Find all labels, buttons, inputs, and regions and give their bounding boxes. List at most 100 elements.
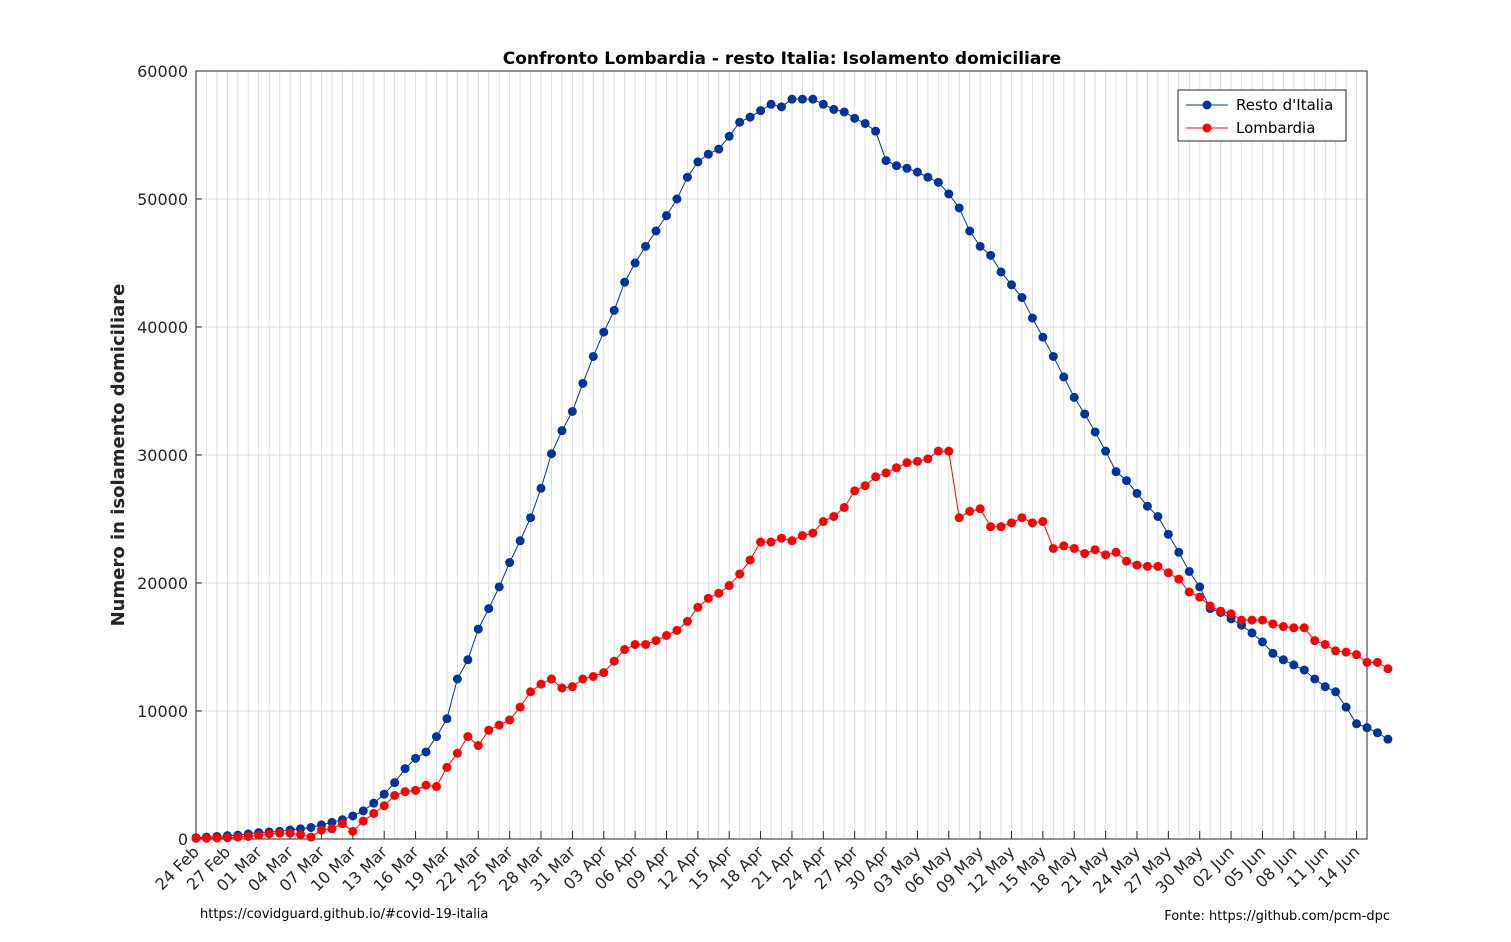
data-point xyxy=(902,458,912,468)
data-point xyxy=(714,588,724,598)
data-point xyxy=(745,112,755,122)
data-point xyxy=(327,824,337,834)
data-point xyxy=(1278,655,1288,665)
data-point xyxy=(1174,574,1184,584)
data-point xyxy=(1362,657,1372,667)
data-point xyxy=(1372,728,1382,738)
data-point xyxy=(1289,623,1299,633)
data-point xyxy=(1111,467,1121,477)
data-point xyxy=(1017,293,1027,303)
legend-label-lombardia: Lombardia xyxy=(1236,119,1315,137)
data-point xyxy=(1247,628,1257,638)
data-point xyxy=(1257,615,1267,625)
data-point xyxy=(1299,665,1309,675)
legend-box xyxy=(1177,89,1347,142)
y-tick-labels: 0 10000 20000 30000 40000 50000 60000 xyxy=(137,62,188,849)
footer-source-right: Fonte: https://github.com/pcm-dpc xyxy=(1164,909,1390,924)
data-point xyxy=(421,747,431,757)
data-point xyxy=(505,558,515,568)
data-point xyxy=(588,671,598,681)
data-point xyxy=(442,714,452,724)
data-point xyxy=(735,117,745,127)
data-point xyxy=(1352,650,1362,660)
data-point xyxy=(463,655,473,665)
data-point xyxy=(1352,719,1362,729)
data-point xyxy=(201,833,211,843)
data-point xyxy=(473,624,483,634)
data-point xyxy=(1080,409,1090,419)
data-point xyxy=(839,502,849,512)
data-point xyxy=(536,679,546,689)
data-point xyxy=(933,177,943,187)
data-point xyxy=(264,829,274,839)
data-point xyxy=(965,506,975,516)
data-point xyxy=(1163,529,1173,539)
data-point xyxy=(1341,647,1351,657)
data-point xyxy=(944,189,954,199)
data-point xyxy=(1122,556,1132,566)
data-point xyxy=(661,630,671,640)
data-point xyxy=(431,732,441,742)
data-point xyxy=(777,102,786,112)
data-point xyxy=(442,762,452,772)
data-point xyxy=(369,808,379,818)
data-point xyxy=(348,811,358,821)
data-point xyxy=(1132,488,1142,498)
data-point xyxy=(703,593,713,603)
data-point xyxy=(860,481,870,491)
data-point xyxy=(306,822,316,832)
data-point xyxy=(1237,615,1247,625)
data-point xyxy=(892,463,902,473)
data-point xyxy=(348,826,358,836)
data-point xyxy=(1090,545,1100,555)
data-point xyxy=(1216,606,1226,616)
data-point xyxy=(756,106,766,116)
data-point xyxy=(484,604,494,614)
data-point xyxy=(892,161,902,171)
data-point xyxy=(222,833,232,843)
data-point xyxy=(411,753,421,763)
footer-source-left: https://covidguard.github.io/#covid-19-i… xyxy=(200,907,488,922)
y-tick-label: 0 xyxy=(178,830,188,849)
data-point xyxy=(818,517,828,527)
data-point xyxy=(808,94,818,104)
data-point xyxy=(1027,313,1037,323)
data-point xyxy=(1048,351,1058,361)
data-point xyxy=(1195,592,1205,602)
data-point xyxy=(672,625,682,635)
data-point xyxy=(1142,561,1152,571)
data-point xyxy=(599,327,609,337)
data-point xyxy=(766,537,776,547)
data-point xyxy=(641,639,651,649)
data-point xyxy=(1331,687,1341,697)
data-point xyxy=(1320,639,1330,649)
data-point xyxy=(1289,660,1299,670)
data-point xyxy=(1163,568,1173,578)
data-point xyxy=(411,785,421,795)
data-point xyxy=(1383,664,1393,674)
data-point xyxy=(787,94,797,104)
data-point xyxy=(1038,517,1048,527)
data-point xyxy=(1142,501,1152,511)
series-layer xyxy=(191,94,1393,843)
data-point xyxy=(400,764,410,774)
data-point xyxy=(578,674,588,684)
data-point xyxy=(1299,623,1309,633)
data-point xyxy=(1153,511,1163,521)
grid-layer xyxy=(195,70,1368,840)
data-point xyxy=(191,833,201,843)
data-point xyxy=(494,582,504,592)
data-point xyxy=(1341,702,1351,712)
data-point xyxy=(452,674,462,684)
data-point xyxy=(1184,587,1194,597)
data-point xyxy=(1278,622,1288,632)
data-point xyxy=(1320,682,1330,692)
data-point xyxy=(567,406,577,416)
data-point xyxy=(526,687,536,697)
data-point xyxy=(1122,476,1132,486)
data-point xyxy=(515,702,525,712)
data-point xyxy=(567,682,577,692)
data-point xyxy=(797,531,807,541)
data-point xyxy=(682,616,692,626)
